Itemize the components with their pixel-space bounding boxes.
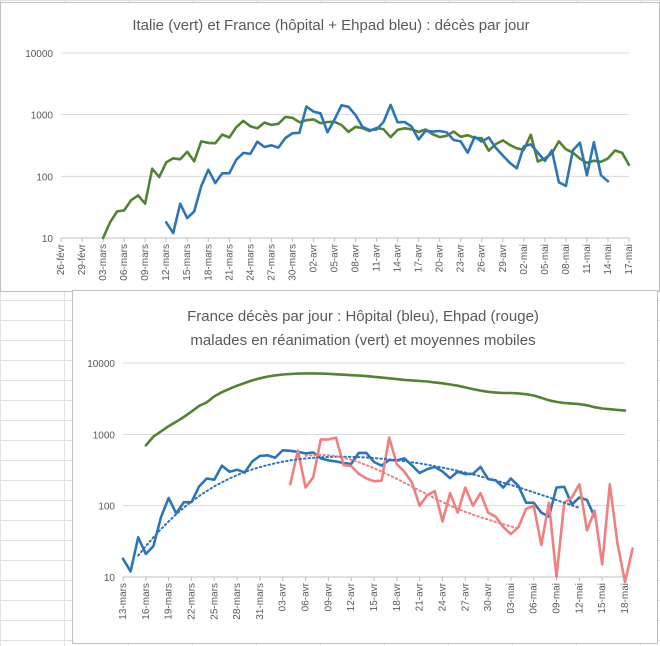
chart-1-title: Italie (vert) et France (hôpital + Ehpad…	[132, 17, 529, 34]
x-tick-label: 12-mars	[161, 244, 172, 281]
y-tick-label: 1000	[31, 111, 54, 122]
x-tick-label: 12-mai	[574, 583, 585, 614]
y-tick-label: 1000	[93, 430, 116, 441]
x-tick-label: 03-avr	[278, 582, 289, 611]
y-tick-label: 10	[42, 234, 54, 245]
x-tick-label: 31-mars	[255, 583, 266, 620]
chart-2-title-line-1: France décès par jour : Hôpital (bleu), …	[187, 308, 539, 325]
x-tick-label: 03-mars	[98, 244, 109, 281]
x-tick-label: 22-mars	[186, 583, 197, 620]
y-tick-label: 10	[104, 573, 116, 584]
x-tick-label: 02-avr	[308, 243, 319, 272]
x-tick-label: 25-mars	[209, 583, 220, 620]
series-line-0	[101, 115, 631, 240]
x-tick-label: 09-mars	[140, 244, 151, 281]
x-tick-label: 09-mai	[552, 583, 563, 614]
x-tick-label: 27-avr	[460, 582, 471, 611]
chart-1-svg: Italie (vert) et France (hôpital + Ehpad…	[25, 17, 635, 281]
x-tick-label: 17-avr	[414, 243, 425, 272]
y-tick-label: 100	[98, 502, 115, 513]
x-tick-label: 29-avr	[498, 243, 509, 272]
x-tick-label: 11-mai	[582, 244, 593, 274]
x-tick-label: 29-févr	[77, 243, 88, 275]
x-tick-label: 02-mai	[519, 244, 530, 275]
chart-2-title-line-2: malades en réanimation (vert) et moyenne…	[190, 332, 535, 349]
x-tick-label: 03-mai	[506, 583, 517, 614]
x-tick-label: 08-avr	[351, 243, 362, 272]
x-tick-label: 05-mai	[540, 244, 551, 275]
x-tick-label: 27-mars	[266, 244, 277, 281]
x-tick-label: 18-mars	[203, 244, 214, 281]
x-tick-label: 06-avr	[301, 582, 312, 611]
y-tick-label: 100	[36, 172, 53, 183]
x-tick-label: 14-avr	[393, 243, 404, 272]
x-tick-label: 23-avr	[456, 243, 467, 272]
x-tick-label: 21-mars	[224, 244, 235, 281]
chart-2-svg: France décès par jour : Hôpital (bleu), …	[87, 308, 634, 620]
x-tick-label: 15-mai	[597, 583, 608, 614]
x-tick-label: 17-mai	[624, 244, 635, 275]
x-tick-label: 06-mars	[119, 244, 130, 281]
x-tick-label: 30-mars	[287, 244, 298, 281]
x-tick-label: 24-avr	[437, 582, 448, 611]
trend-line-4	[304, 453, 520, 530]
y-tick-label: 10000	[87, 359, 115, 370]
x-tick-label: 15-avr	[369, 582, 380, 611]
chart-france-deaths-breakdown[interactable]: France décès par jour : Hôpital (bleu), …	[72, 290, 658, 644]
x-tick-label: 20-avr	[435, 243, 446, 272]
x-tick-label: 24-mars	[245, 244, 256, 281]
x-tick-label: 30-avr	[483, 582, 494, 611]
x-tick-label: 14-mai	[603, 244, 614, 275]
x-tick-label: 19-mars	[164, 583, 175, 620]
x-tick-label: 08-mai	[561, 244, 572, 275]
x-tick-label: 18-mai	[620, 583, 631, 614]
x-tick-label: 05-avr	[329, 243, 340, 272]
x-tick-label: 09-avr	[323, 582, 334, 611]
x-tick-label: 12-avr	[346, 582, 357, 611]
trend-line-3	[137, 455, 581, 557]
series-line-1	[121, 449, 596, 573]
x-tick-label: 21-avr	[415, 582, 426, 611]
x-tick-label: 26-avr	[477, 243, 488, 272]
chart-italy-france-deaths[interactable]: Italie (vert) et France (hôpital + Ehpad…	[0, 2, 660, 292]
x-tick-label: 15-mars	[182, 244, 193, 281]
series-line-0	[144, 372, 627, 447]
x-tick-label: 28-mars	[232, 583, 243, 620]
y-tick-label: 10000	[25, 49, 53, 60]
x-tick-label: 06-mai	[529, 583, 540, 614]
series-line-2	[289, 436, 634, 584]
x-tick-label: 11-avr	[372, 243, 383, 271]
x-tick-label: 26-févr	[56, 243, 67, 275]
x-tick-label: 16-mars	[141, 583, 152, 620]
series-line-1	[164, 103, 610, 235]
x-tick-label: 13-mars	[118, 583, 129, 620]
x-tick-label: 18-avr	[392, 582, 403, 611]
